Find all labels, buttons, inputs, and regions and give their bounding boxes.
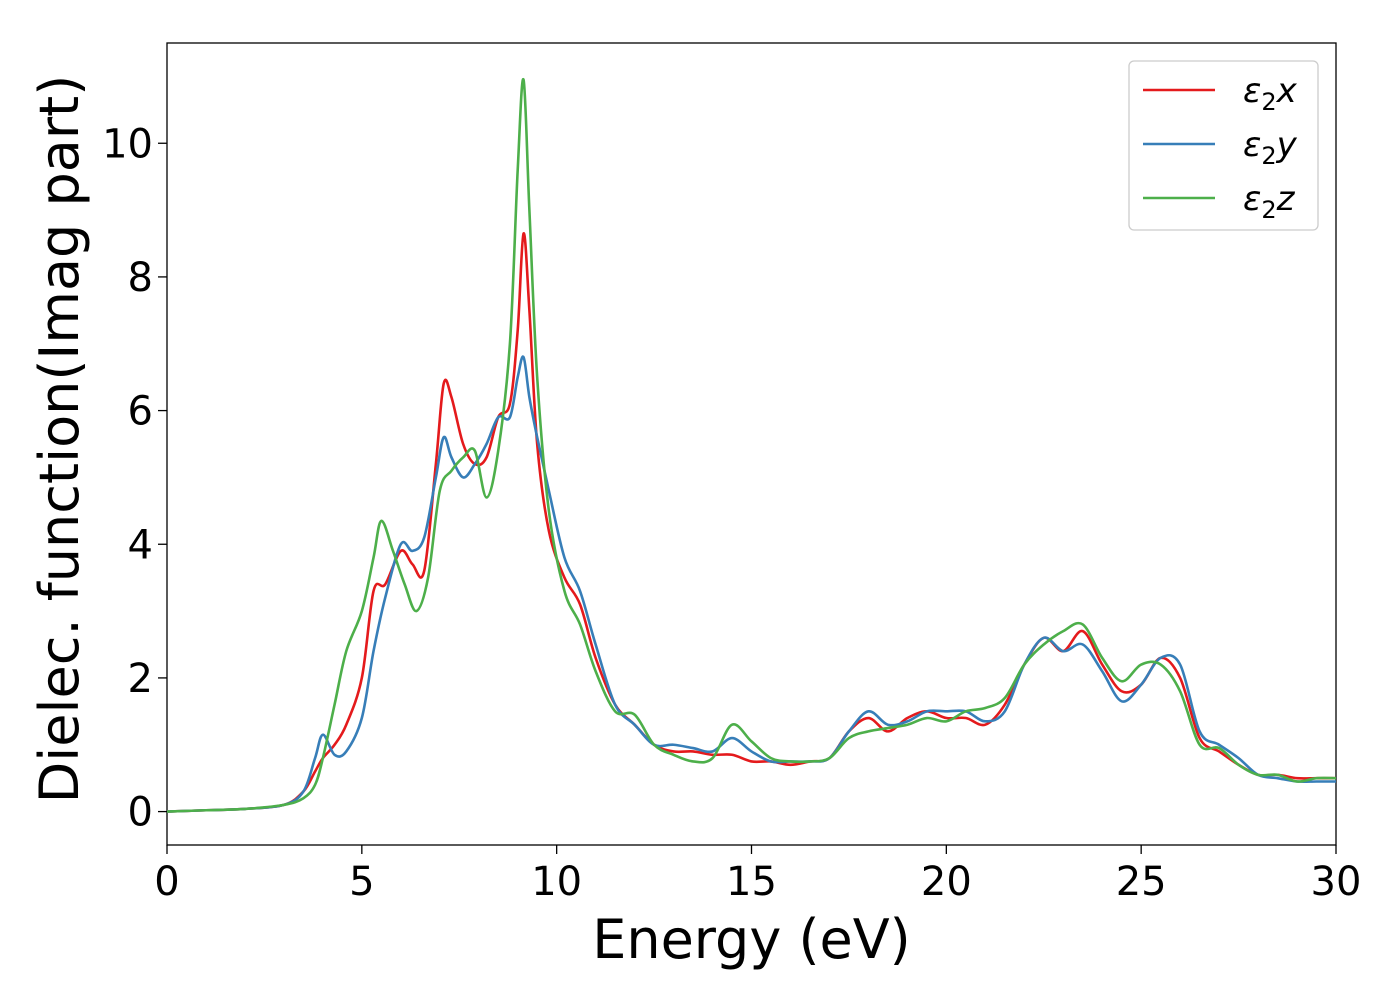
series-line-z: [166, 78, 1337, 813]
x-tick-label: 0: [154, 859, 179, 905]
y-tick-label: 8: [128, 255, 153, 301]
y-tick-label: 0: [128, 790, 153, 836]
legend-label-x: ε2x: [1243, 71, 1298, 116]
x-axis: 0 5 10 15 20 25 30: [154, 845, 1361, 905]
legend-label-z: ε2z: [1243, 179, 1296, 224]
y-tick-label: 6: [128, 389, 153, 435]
legend-label-y: ε2y: [1243, 125, 1298, 170]
legend: ε2x ε2y ε2z: [1128, 60, 1319, 231]
y-tick-label: 2: [128, 656, 153, 702]
series-layer: [166, 78, 1337, 813]
x-tick-label: 15: [726, 859, 777, 905]
y-axis-title: Dielec. function(Imag part): [28, 75, 91, 804]
x-tick-label: 25: [1116, 859, 1167, 905]
y-axis: 0 2 4 6 8 10: [102, 121, 167, 836]
y-tick-label: 4: [128, 522, 153, 568]
y-tick-label: 10: [102, 121, 153, 167]
x-tick-label: 5: [349, 859, 374, 905]
x-tick-label: 20: [921, 859, 972, 905]
legend-box: [1128, 60, 1319, 231]
x-axis-title: Energy (eV): [592, 908, 911, 971]
series-line-y: [166, 355, 1336, 813]
x-tick-label: 30: [1311, 859, 1362, 905]
x-tick-label: 10: [531, 859, 582, 905]
